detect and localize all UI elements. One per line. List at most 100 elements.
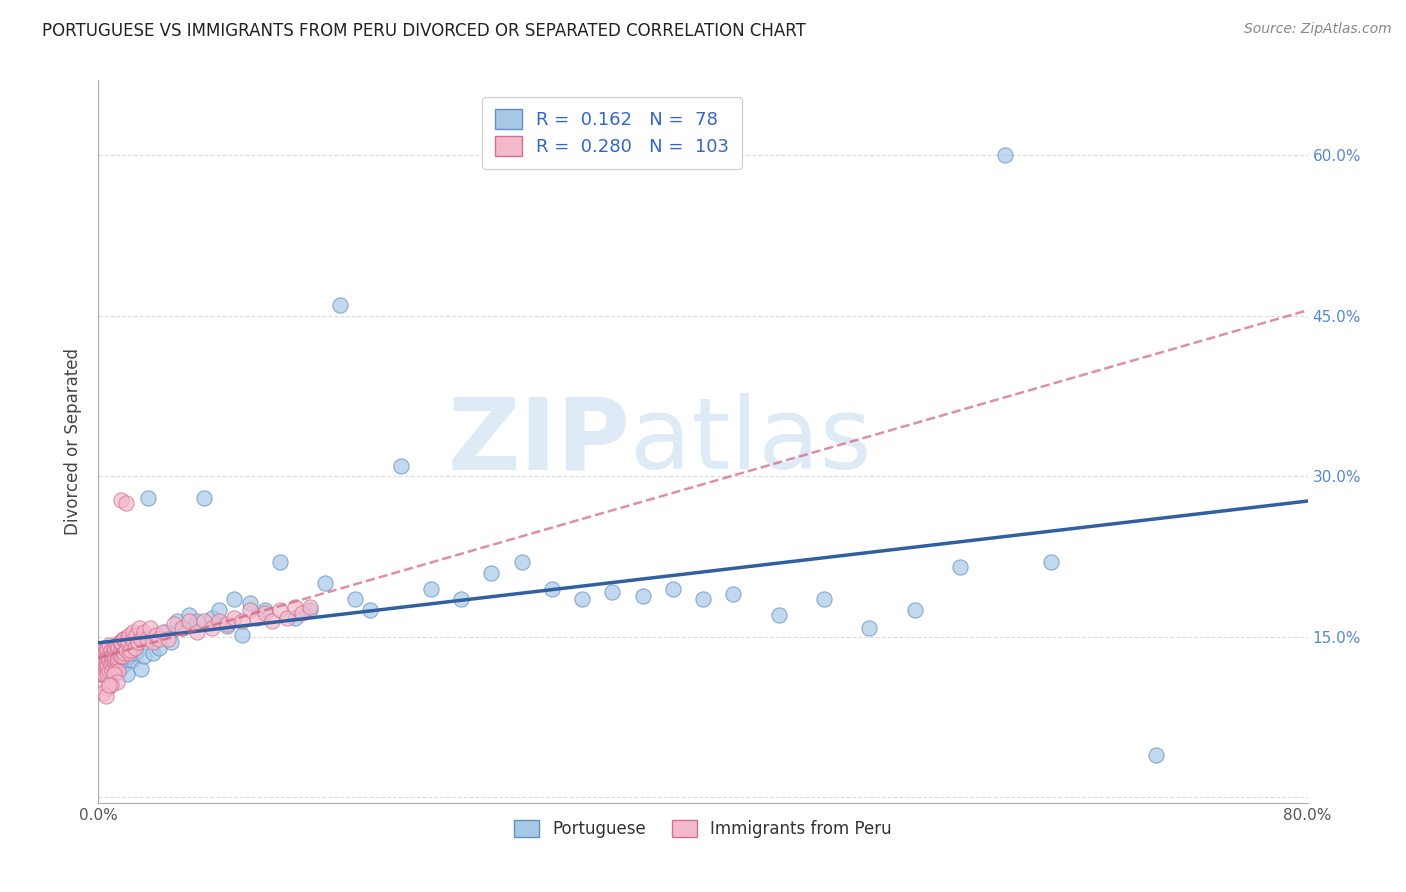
Point bbox=[142, 635, 165, 649]
Point bbox=[105, 646, 128, 660]
Point bbox=[949, 560, 972, 574]
Point bbox=[692, 592, 714, 607]
Point bbox=[103, 640, 125, 655]
Point bbox=[101, 649, 124, 664]
Point bbox=[90, 653, 112, 667]
Point bbox=[100, 662, 122, 676]
Point bbox=[98, 651, 121, 665]
Point bbox=[124, 640, 146, 655]
Point bbox=[284, 599, 307, 614]
Point bbox=[389, 458, 412, 473]
Point bbox=[145, 628, 167, 642]
Point bbox=[107, 653, 129, 667]
Point bbox=[90, 667, 112, 681]
Point bbox=[96, 667, 118, 681]
Point bbox=[100, 642, 122, 657]
Point bbox=[104, 651, 127, 665]
Point bbox=[93, 664, 115, 678]
Point bbox=[110, 649, 132, 664]
Point bbox=[108, 662, 131, 676]
Point bbox=[269, 555, 291, 569]
Point bbox=[253, 603, 276, 617]
Point bbox=[89, 657, 111, 671]
Point bbox=[107, 640, 129, 655]
Point bbox=[110, 651, 132, 665]
Point bbox=[103, 651, 125, 665]
Point bbox=[148, 632, 170, 646]
Point bbox=[96, 681, 118, 696]
Point bbox=[128, 621, 150, 635]
Point bbox=[132, 624, 155, 639]
Point bbox=[90, 667, 112, 681]
Point bbox=[276, 610, 298, 624]
Point bbox=[114, 642, 136, 657]
Point bbox=[91, 642, 114, 657]
Point bbox=[111, 649, 134, 664]
Point bbox=[602, 585, 624, 599]
Point bbox=[96, 651, 118, 665]
Point bbox=[110, 492, 132, 507]
Point bbox=[121, 632, 143, 646]
Point bbox=[105, 639, 128, 653]
Point bbox=[186, 624, 208, 639]
Point bbox=[262, 614, 284, 628]
Point bbox=[631, 589, 654, 603]
Point bbox=[152, 624, 174, 639]
Point bbox=[93, 653, 115, 667]
Point bbox=[156, 632, 179, 646]
Point bbox=[166, 614, 188, 628]
Point bbox=[101, 649, 124, 664]
Point bbox=[91, 649, 114, 664]
Point bbox=[114, 653, 136, 667]
Point bbox=[224, 610, 246, 624]
Point bbox=[1144, 747, 1167, 762]
Point bbox=[115, 667, 138, 681]
Point bbox=[224, 592, 246, 607]
Point bbox=[101, 664, 124, 678]
Point bbox=[994, 148, 1017, 162]
Text: atlas: atlas bbox=[630, 393, 872, 490]
Point bbox=[103, 667, 125, 681]
Point bbox=[571, 592, 593, 607]
Point bbox=[510, 555, 533, 569]
Point bbox=[91, 662, 114, 676]
Point bbox=[246, 610, 269, 624]
Point bbox=[89, 662, 111, 676]
Point bbox=[239, 596, 262, 610]
Point bbox=[208, 603, 231, 617]
Point bbox=[100, 657, 122, 671]
Point bbox=[112, 646, 135, 660]
Point bbox=[215, 619, 238, 633]
Point bbox=[104, 660, 127, 674]
Point bbox=[904, 603, 927, 617]
Point bbox=[98, 639, 121, 653]
Point bbox=[108, 649, 131, 664]
Point bbox=[129, 632, 152, 646]
Point bbox=[98, 653, 121, 667]
Point bbox=[1039, 555, 1062, 569]
Point bbox=[91, 685, 114, 699]
Point bbox=[94, 664, 117, 678]
Point bbox=[93, 667, 115, 681]
Point bbox=[108, 646, 131, 660]
Point bbox=[179, 614, 201, 628]
Point bbox=[98, 678, 121, 692]
Point bbox=[172, 621, 194, 635]
Point bbox=[179, 608, 201, 623]
Point bbox=[148, 640, 170, 655]
Text: Source: ZipAtlas.com: Source: ZipAtlas.com bbox=[1244, 22, 1392, 37]
Point bbox=[91, 662, 114, 676]
Point bbox=[142, 646, 165, 660]
Point bbox=[91, 667, 114, 681]
Point bbox=[193, 614, 215, 628]
Point bbox=[96, 664, 118, 678]
Point bbox=[360, 603, 382, 617]
Point bbox=[114, 496, 136, 510]
Point bbox=[110, 635, 132, 649]
Point bbox=[93, 662, 115, 676]
Point bbox=[231, 614, 253, 628]
Point bbox=[98, 664, 121, 678]
Point bbox=[186, 614, 208, 628]
Point bbox=[121, 653, 143, 667]
Point bbox=[118, 628, 141, 642]
